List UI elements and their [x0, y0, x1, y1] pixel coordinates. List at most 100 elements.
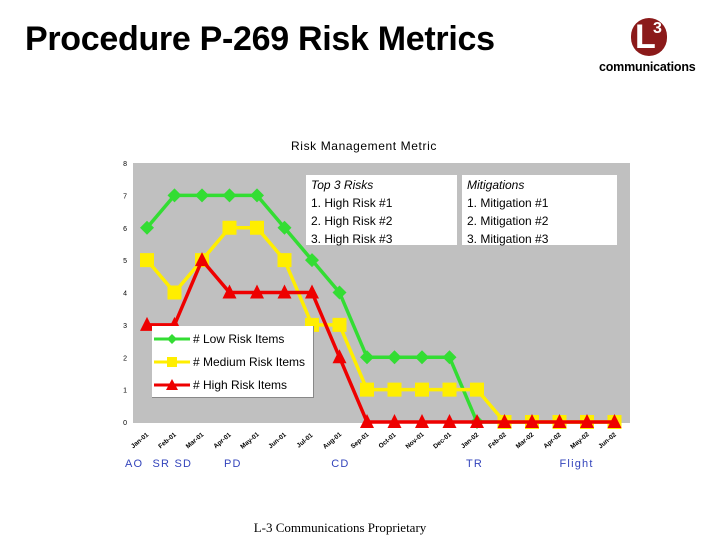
legend-label: # Medium Risk Items	[193, 355, 306, 369]
point-high	[497, 414, 512, 428]
y-tick-label: 6	[123, 226, 127, 233]
point-high	[525, 414, 539, 428]
logo-wordmark: communications	[599, 60, 696, 74]
chart-legend: # Low Risk Items # Medium Risk Items # H…	[152, 326, 314, 398]
mitigations-header: Mitigations	[467, 178, 525, 192]
x-tick-label: Jun-02	[597, 431, 618, 450]
point-low	[222, 188, 237, 203]
point-low	[305, 253, 319, 268]
legend-low-swatch	[154, 334, 190, 344]
legend-entry-low: # Low Risk Items	[152, 328, 314, 350]
point-low	[332, 285, 347, 300]
point-medium	[470, 382, 484, 397]
phase-label: PD	[224, 458, 242, 470]
x-tick-label: May-01	[239, 431, 261, 451]
point-medium	[140, 253, 154, 268]
x-tick-label: May-02	[569, 431, 591, 451]
point-medium	[332, 317, 347, 332]
point-high	[387, 414, 402, 428]
legend-label: # High Risk Items	[193, 378, 288, 392]
logo-badge	[631, 18, 667, 56]
point-high	[442, 414, 457, 428]
point-high	[580, 414, 594, 428]
x-tick-label: Feb-02	[487, 431, 508, 450]
point-low	[415, 350, 429, 365]
point-medium	[415, 382, 429, 397]
slide-title: Procedure P-269 Risk Metrics	[25, 20, 495, 58]
x-tick-label: Feb-01	[157, 431, 178, 450]
x-tick-label: Apr-02	[542, 431, 563, 450]
point-low	[277, 220, 292, 235]
legend-high-swatch	[154, 379, 190, 390]
l3-logo: L 3 communications	[595, 18, 710, 78]
x-tick-label: Mar-02	[515, 431, 536, 450]
legend-label: # Low Risk Items	[193, 332, 285, 346]
top-risks-box: Top 3 Risks 1. High Risk #1 2. High Risk…	[306, 175, 457, 246]
y-tick-label: 4	[123, 291, 127, 298]
x-tick-label: Aug-01	[322, 431, 344, 451]
x-tick-label: Oct-01	[378, 431, 398, 450]
point-high	[222, 284, 237, 299]
point-high	[332, 349, 347, 364]
point-medium	[277, 253, 292, 268]
y-tick-label: 3	[123, 323, 127, 330]
point-low	[167, 188, 182, 203]
point-low	[387, 350, 402, 365]
y-tick-label: 0	[123, 420, 127, 427]
point-high	[470, 414, 484, 428]
mitigations-box: Mitigations 1. Mitigation #1 2. Mitigati…	[462, 175, 617, 246]
phase-label: TR	[466, 458, 483, 470]
point-medium	[250, 220, 264, 235]
x-tick-label: Jun-01	[267, 431, 288, 450]
series-line-high	[147, 258, 615, 424]
mitigation-item: 2. Mitigation #2	[467, 214, 549, 228]
x-tick-label: Jan-02	[460, 431, 481, 450]
point-low	[442, 350, 457, 365]
mitigation-item: 3. Mitigation #3	[467, 232, 549, 246]
point-high	[552, 414, 567, 428]
logo-mark: L	[635, 18, 656, 56]
point-low	[250, 188, 264, 203]
chart-title: Risk Management Metric	[291, 139, 437, 153]
y-tick-label: 2	[123, 355, 127, 362]
point-medium	[167, 285, 182, 300]
legend-medium-swatch	[154, 357, 190, 367]
point-high	[415, 414, 429, 428]
mitigation-item: 1. Mitigation #1	[467, 196, 549, 210]
point-high	[305, 284, 319, 299]
phase-labels: AO SR SD PD CD TR Flight	[125, 458, 594, 470]
point-medium	[442, 382, 457, 397]
logo-superscript: 3	[653, 20, 662, 37]
point-high	[360, 414, 374, 428]
point-medium	[360, 382, 374, 397]
phase-label: Flight	[560, 458, 594, 470]
y-axis: 0 1 2 3 4 5 6 7 8	[123, 161, 127, 427]
x-tick-label: Sep-01	[350, 431, 371, 450]
legend-entry-high: # High Risk Items	[152, 374, 314, 396]
phase-label: AO	[125, 458, 143, 470]
y-tick-label: 7	[123, 193, 127, 200]
x-tick-label: Dec-01	[432, 431, 453, 450]
x-axis: Jan-01 Feb-01 Mar-01 Apr-01 May-01 Jun-01 Jul-…	[130, 431, 618, 451]
point-high	[140, 316, 154, 331]
series-layer	[140, 188, 622, 429]
x-tick-label: Jul-01	[296, 432, 315, 450]
x-tick-label: Apr-01	[212, 431, 233, 450]
y-tick-label: 1	[123, 388, 127, 395]
point-low	[195, 188, 209, 203]
x-tick-label: Nov-01	[404, 431, 425, 451]
point-high	[607, 414, 622, 428]
point-medium	[222, 220, 237, 235]
phase-label: SR	[153, 458, 171, 470]
x-tick-label: Jan-01	[130, 431, 151, 450]
y-tick-label: 8	[123, 161, 127, 168]
point-high	[195, 252, 209, 267]
top-risk-item: 1. High Risk #1	[311, 196, 393, 210]
x-tick-label: Mar-01	[185, 431, 206, 450]
phase-label: CD	[331, 458, 349, 470]
legend-entry-medium: # Medium Risk Items	[152, 351, 314, 373]
point-high	[277, 284, 292, 299]
top-risk-item: 2. High Risk #2	[311, 214, 393, 228]
y-tick-label: 5	[123, 258, 127, 265]
